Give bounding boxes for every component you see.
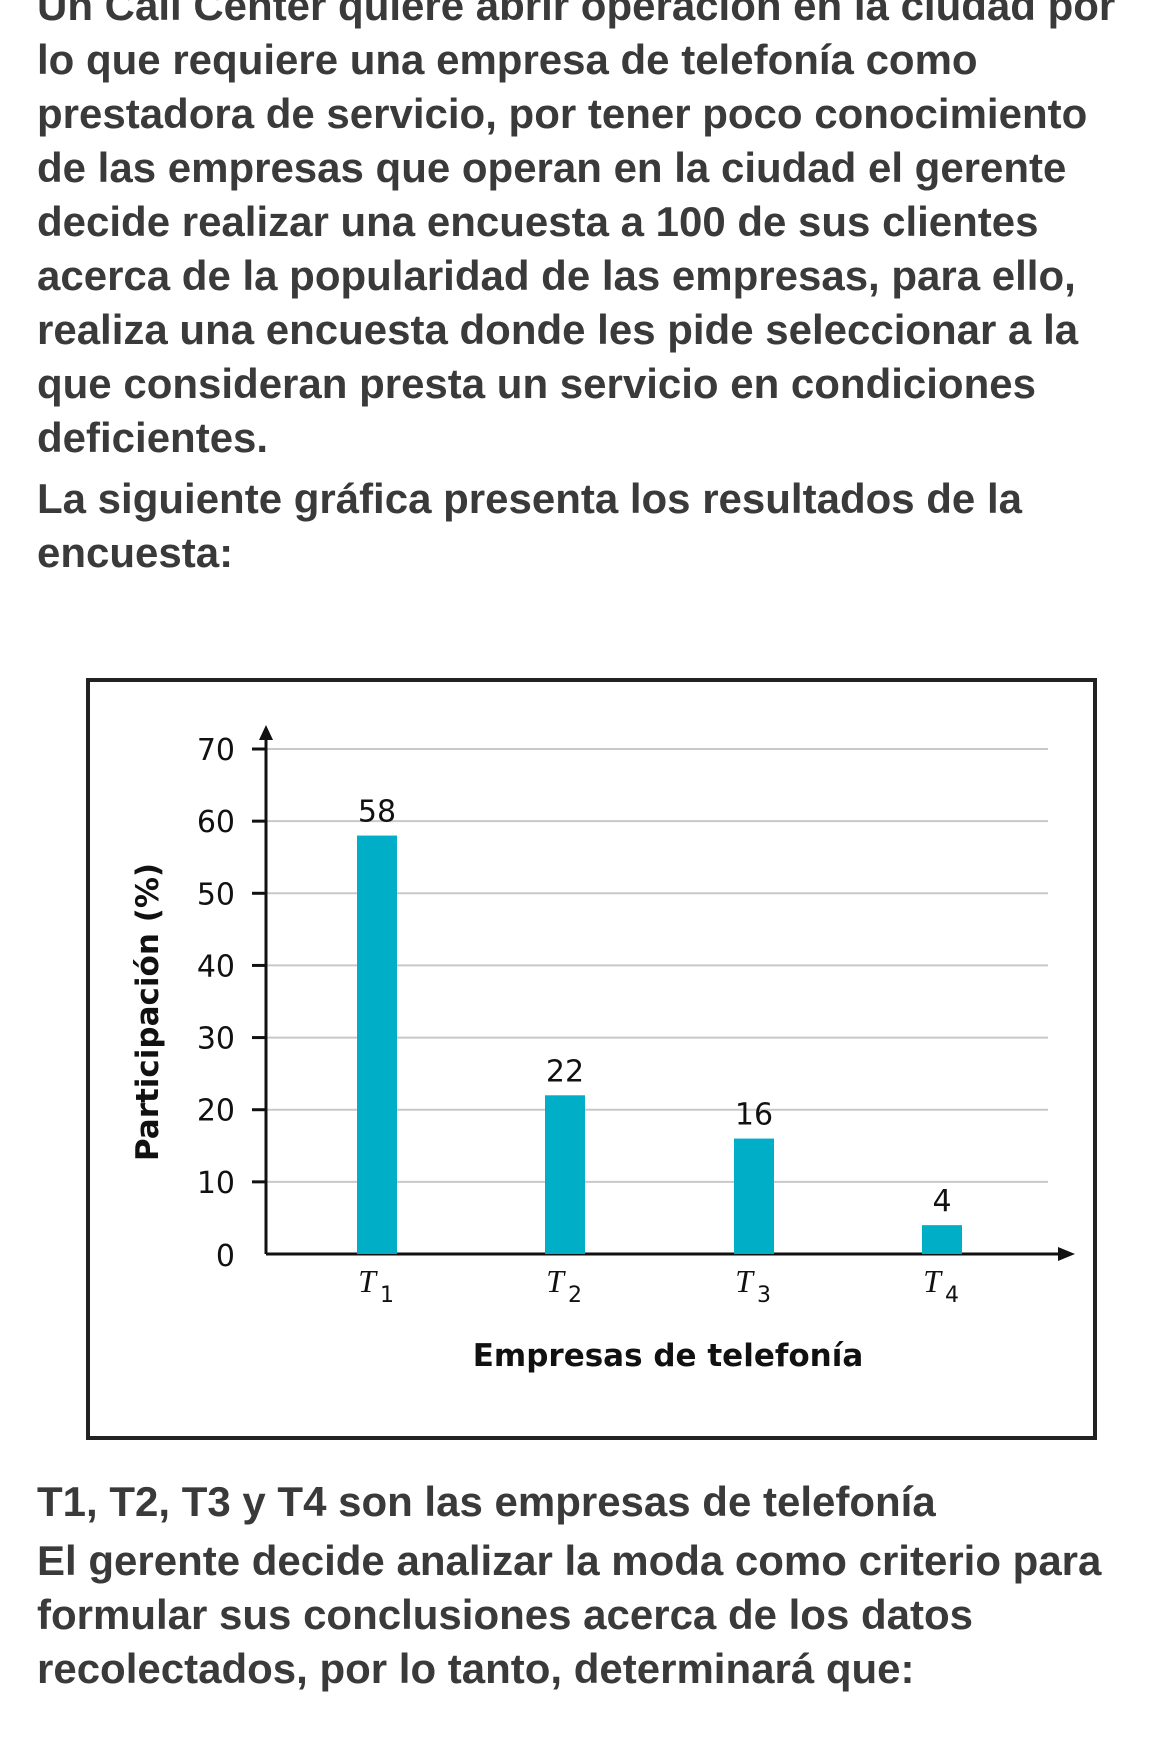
data-label-2: 22 bbox=[546, 1054, 584, 1089]
y-tick-label: 10 bbox=[197, 1166, 235, 1201]
y-tick-label: 50 bbox=[197, 877, 235, 912]
x-tick-label-3: T bbox=[735, 1263, 755, 1299]
x-tick-subscript-2: 2 bbox=[568, 1283, 582, 1308]
y-tick-label: 70 bbox=[197, 733, 235, 768]
data-label-3: 16 bbox=[735, 1098, 773, 1133]
y-tick-label: 20 bbox=[197, 1094, 235, 1129]
x-axis-arrow bbox=[1058, 1247, 1075, 1261]
y-axis-arrow bbox=[259, 725, 273, 740]
chart-intro-paragraph: La siguiente gráfica presenta los result… bbox=[37, 475, 1022, 576]
intro-paragraph: Un Call Center quiere abrir operación en… bbox=[37, 0, 1116, 461]
x-tick-label-1: T bbox=[358, 1263, 378, 1299]
y-tick-label: 60 bbox=[197, 805, 235, 840]
y-axis-title: Participación (%) bbox=[130, 863, 166, 1161]
bar-1 bbox=[357, 835, 397, 1254]
data-label-1: 58 bbox=[358, 795, 396, 830]
question-paragraph: El gerente decide analizar la moda como … bbox=[37, 1537, 1102, 1692]
companies-note: T1, T2, T3 y T4 son las empresas de tele… bbox=[37, 1478, 936, 1525]
y-tick-label: 40 bbox=[197, 949, 235, 984]
y-tick-label: 30 bbox=[197, 1022, 235, 1057]
x-tick-label-2: T bbox=[546, 1263, 566, 1299]
bar-4 bbox=[922, 1225, 962, 1254]
x-tick-label-4: T bbox=[923, 1263, 943, 1299]
y-ticks: 0 10 20 30 40 50 60 70 bbox=[197, 733, 266, 1274]
y-tick-label: 0 bbox=[216, 1239, 235, 1274]
data-label-4: 4 bbox=[932, 1184, 951, 1219]
bars bbox=[357, 835, 962, 1254]
data-labels: 58 22 16 4 bbox=[358, 795, 952, 1220]
bar-3 bbox=[734, 1138, 774, 1254]
x-tick-subscript-3: 3 bbox=[757, 1283, 771, 1308]
bar-2 bbox=[545, 1095, 585, 1254]
x-tick-subscript-1: 1 bbox=[380, 1283, 394, 1308]
x-axis-title: Empresas de telefonía bbox=[473, 1338, 864, 1374]
x-tick-subscript-4: 4 bbox=[945, 1283, 959, 1308]
